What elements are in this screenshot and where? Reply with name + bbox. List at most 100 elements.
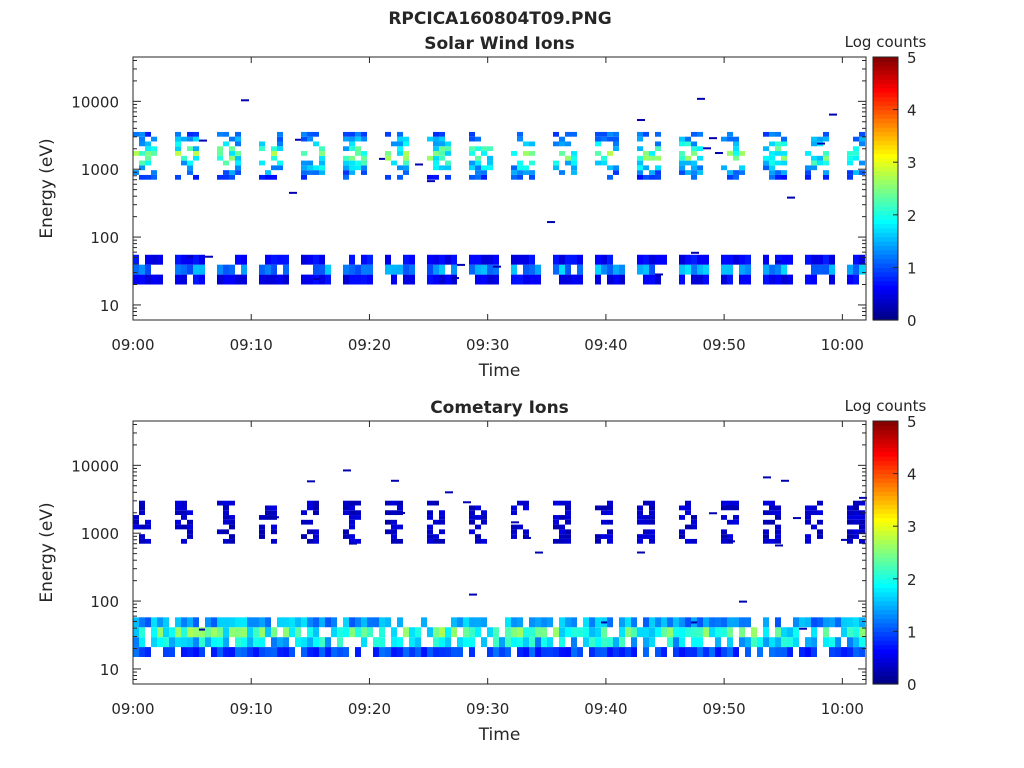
heatmap-cell: [265, 174, 271, 180]
heatmap-cell: [523, 627, 529, 638]
heatmap-cell: [787, 274, 793, 285]
heatmap-cell: [721, 136, 727, 142]
heatmap-cell: [733, 647, 739, 657]
heatmap-cell: [811, 254, 817, 265]
heatmap-cell: [847, 515, 853, 520]
heatmap-cell: [739, 264, 745, 275]
heatmap-cell: [145, 174, 151, 180]
heatmap-cell: [811, 617, 817, 628]
heatmap-cell: [469, 519, 475, 525]
heatmap-cell: [511, 274, 517, 285]
heatmap-cell: [685, 141, 691, 147]
heatmap-cell: [775, 170, 781, 175]
heatmap-cell: [685, 524, 691, 530]
heatmap-cell: [727, 534, 733, 539]
heatmap-cell: [193, 647, 199, 657]
heatmap-cell: [661, 617, 667, 628]
heatmap-cell: [775, 510, 781, 516]
heatmap-cell: [655, 170, 661, 175]
heatmap-cell: [793, 617, 799, 628]
heatmap-cell: [157, 274, 163, 285]
heatmap-cell: [793, 517, 801, 520]
heatmap-cell: [283, 264, 289, 275]
heatmap-cell: [817, 142, 825, 145]
heatmap-cell: [373, 617, 379, 628]
heatmap-cell: [859, 627, 865, 638]
colorbar-segment: [873, 100, 898, 106]
heatmap-cell: [343, 617, 349, 628]
heatmap-cell: [805, 637, 811, 648]
heatmap-cell: [619, 647, 625, 657]
heatmap-cell: [517, 131, 523, 137]
heatmap-cell: [595, 627, 601, 638]
heatmap-cell: [775, 538, 781, 544]
heatmap-cell: [859, 637, 865, 648]
colorbar-segment: [873, 70, 898, 76]
heatmap-cell: [403, 170, 409, 175]
heatmap-cell: [187, 255, 195, 258]
heatmap-cell: [679, 627, 685, 638]
colorbar-segment: [873, 149, 898, 155]
heatmap-cell: [217, 264, 223, 275]
heatmap-cell: [529, 141, 535, 147]
heatmap-cell: [343, 160, 349, 166]
colorbar-segment: [873, 249, 898, 255]
heatmap-cell: [823, 170, 829, 175]
heatmap-cell: [175, 519, 181, 525]
heatmap-cell: [769, 141, 775, 147]
heatmap-cell: [313, 627, 319, 638]
heatmap-cell: [697, 146, 703, 152]
heatmap-cell: [601, 647, 607, 657]
heatmap-cell: [715, 617, 721, 628]
heatmap-cell: [547, 637, 553, 648]
heatmap-cell: [295, 637, 301, 648]
heatmap-cell: [589, 627, 595, 638]
heatmap-cell: [361, 637, 367, 648]
heatmap-cell: [331, 627, 337, 638]
heatmap-cell: [145, 160, 151, 166]
heatmap-cell: [211, 647, 217, 657]
heatmap-cell: [241, 637, 247, 648]
heatmap-cell: [643, 264, 649, 275]
heatmap-cell: [493, 647, 499, 657]
heatmap-cell: [697, 264, 703, 275]
heatmap-cell: [193, 617, 199, 628]
heatmap-cell: [589, 647, 595, 657]
heatmap-cell: [151, 617, 157, 628]
x-axis-label: Time: [478, 361, 521, 381]
colorbar-segment: [873, 214, 898, 220]
colorbar-segment: [873, 631, 898, 637]
heatmap-cell: [763, 617, 769, 628]
heatmap-cell: [781, 136, 787, 142]
heatmap-cell: [727, 170, 733, 175]
heatmap-cell: [697, 647, 703, 657]
colorbar-segment: [873, 596, 898, 602]
heatmap-cell: [163, 617, 169, 628]
heatmap-cell: [679, 141, 685, 147]
heatmap-cell: [523, 647, 529, 657]
heatmap-cell: [487, 274, 493, 285]
heatmap-cell: [481, 515, 487, 520]
heatmap-cell: [535, 264, 541, 275]
heatmap-cell: [571, 151, 577, 156]
heatmap-cell: [145, 519, 151, 525]
colorbar-segment: [873, 227, 898, 233]
heatmap-cell: [679, 617, 685, 628]
heatmap-cell: [175, 617, 181, 628]
heatmap-cell: [787, 254, 793, 265]
heatmap-cell: [775, 174, 781, 180]
heatmap-cell: [697, 627, 703, 638]
heatmap-cell: [553, 538, 559, 544]
heatmap-cell: [397, 131, 403, 137]
x-tick-label: 09:00: [111, 700, 154, 718]
heatmap-cell: [631, 617, 637, 628]
heatmap-cell: [433, 500, 439, 506]
heatmap-cell: [613, 274, 619, 285]
heatmap-cell: [811, 274, 817, 285]
heatmap-cell: [463, 637, 469, 648]
heatmap-cell: [685, 510, 691, 516]
heatmap-cell: [139, 534, 145, 539]
heatmap-cell: [469, 165, 475, 171]
heatmap-cell: [277, 637, 283, 648]
heatmap-cell: [559, 524, 565, 530]
